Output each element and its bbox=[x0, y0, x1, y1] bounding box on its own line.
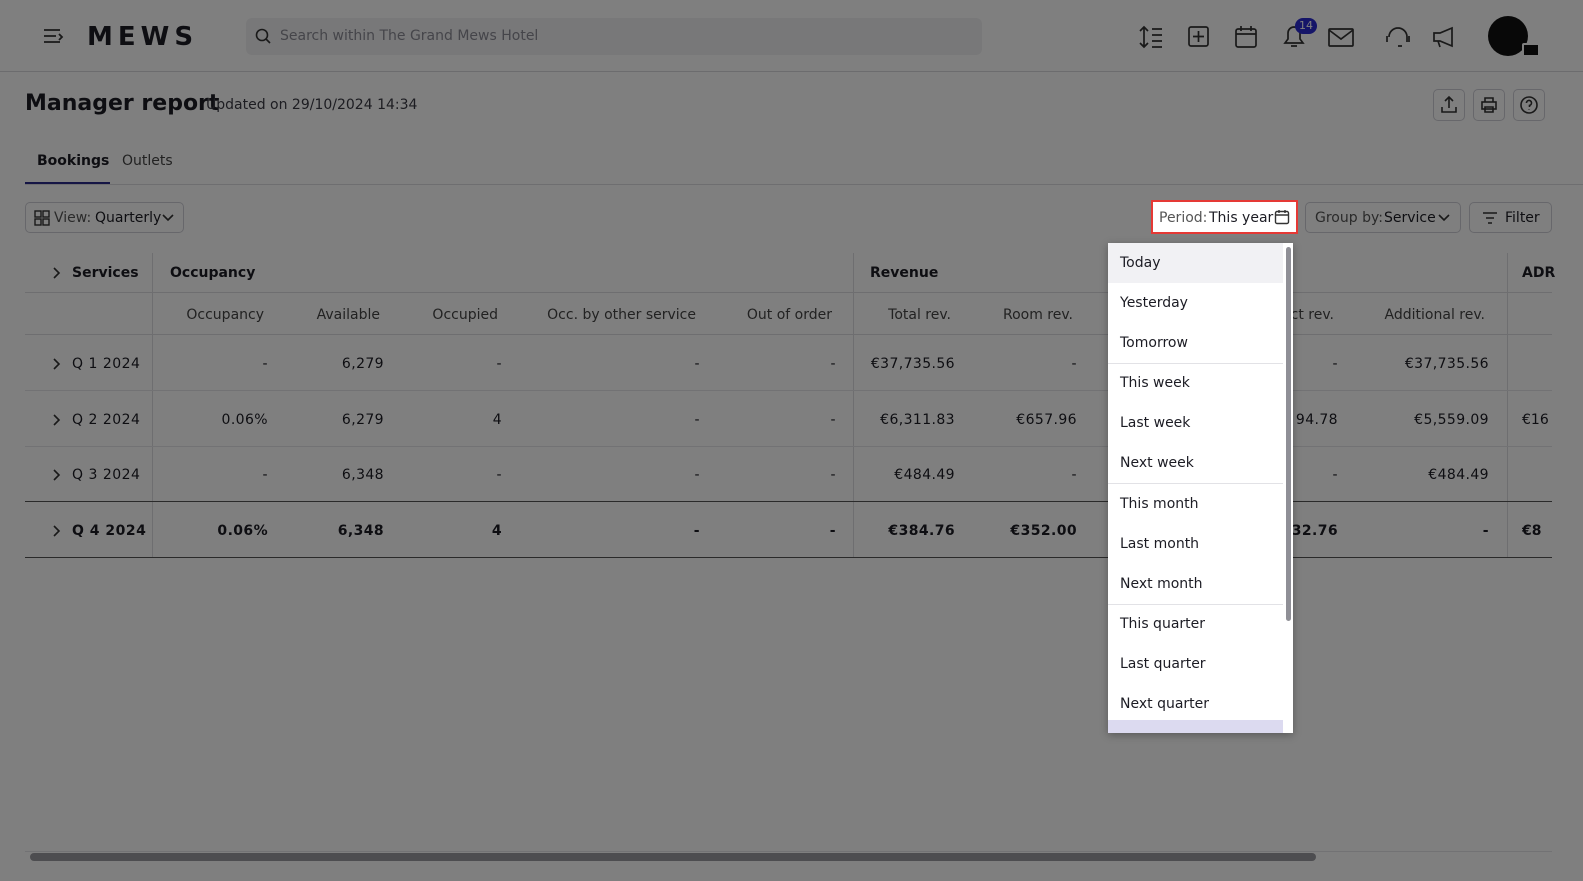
option-separator bbox=[1108, 483, 1283, 485]
period-option[interactable]: This quarter bbox=[1120, 615, 1206, 632]
calendar-icon bbox=[1274, 210, 1290, 225]
period-value: This year bbox=[1209, 210, 1274, 226]
period-label: Period: bbox=[1159, 210, 1208, 226]
period-option[interactable]: Tomorrow bbox=[1120, 335, 1188, 351]
period-option[interactable]: Next quarter bbox=[1120, 695, 1210, 712]
period-option[interactable]: Last week bbox=[1120, 415, 1191, 432]
period-option[interactable]: This week bbox=[1120, 375, 1190, 392]
dropdown-scrollbar[interactable] bbox=[1286, 247, 1291, 621]
period-option[interactable]: Last month bbox=[1120, 535, 1200, 552]
period-option[interactable]: Yesterday bbox=[1120, 295, 1188, 311]
period-option[interactable]: Next month bbox=[1120, 575, 1203, 592]
selected-option bbox=[1108, 720, 1283, 733]
period-option[interactable]: Today bbox=[1108, 243, 1283, 283]
option-separator bbox=[1108, 603, 1283, 605]
period-option[interactable]: Last quarter bbox=[1120, 655, 1206, 672]
period-option[interactable]: Next week bbox=[1120, 455, 1194, 472]
period-button[interactable]: Period: This year bbox=[1151, 200, 1298, 234]
option-separator bbox=[1108, 363, 1283, 364]
period-option[interactable]: This month bbox=[1120, 495, 1199, 512]
period-dropdown: Today Yesterday Tomorrow This week Last week… bbox=[1108, 243, 1293, 733]
